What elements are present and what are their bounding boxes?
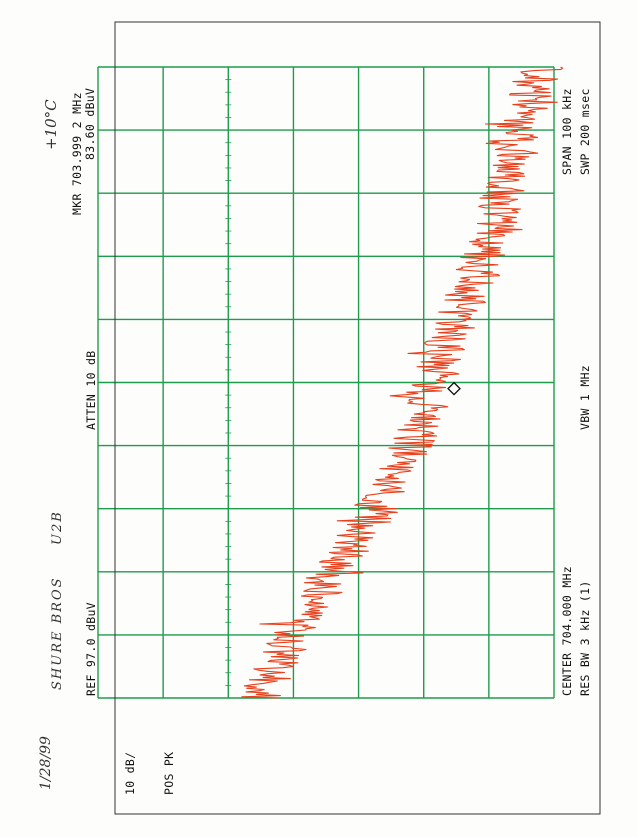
marker-diamond	[447, 381, 461, 396]
graticule	[97, 66, 555, 699]
span-label: SPAN 100 kHz	[560, 88, 574, 175]
handwritten-date: 1/28/99	[38, 736, 54, 790]
spectrum-trace	[241, 66, 564, 699]
reference-level-label: REF 97.0 dBuV	[84, 602, 98, 696]
detector-mode-label: POS PK	[162, 751, 176, 795]
video-bandwidth-label: VBW 1 MHz	[578, 364, 592, 430]
handwritten-temperature: +10°C	[42, 99, 60, 150]
marker-level-label: 83.60 dBuV	[83, 87, 97, 160]
resolution-bandwidth-label: RES BW 3 kHz (1)	[578, 580, 592, 696]
sweep-time-label: SWP 200 msec	[578, 88, 592, 175]
handwritten-model: U2B	[50, 510, 65, 545]
attenuation-label: ATTEN 10 dB	[84, 350, 98, 430]
outer-frame	[114, 21, 601, 815]
handwritten-device: SHURE BROS	[50, 576, 65, 690]
marker-frequency-label: MKR 703.999 2 MHz	[70, 92, 84, 215]
center-frequency-label: CENTER 704.000 MHz	[560, 565, 574, 696]
scale-per-division-label: 10 dB/	[123, 751, 137, 795]
